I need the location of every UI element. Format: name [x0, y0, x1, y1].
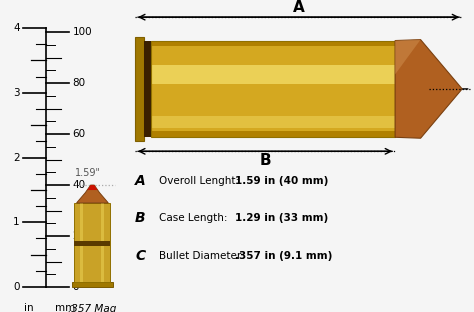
- Text: 0: 0: [73, 282, 79, 292]
- Text: .357 Mag: .357 Mag: [68, 304, 117, 312]
- Bar: [80, 203, 82, 282]
- Text: 100: 100: [73, 27, 92, 37]
- Bar: [151, 131, 395, 137]
- Bar: [74, 203, 110, 282]
- Bar: [101, 203, 104, 282]
- Text: 1.59 in (40 mm): 1.59 in (40 mm): [235, 176, 328, 186]
- Text: 80: 80: [73, 78, 86, 88]
- Polygon shape: [77, 185, 108, 203]
- Text: 2: 2: [13, 153, 20, 163]
- Text: .357 in (9.1 mm): .357 in (9.1 mm): [235, 251, 332, 261]
- Text: 60: 60: [73, 129, 86, 139]
- Bar: [151, 41, 395, 137]
- Polygon shape: [395, 40, 462, 138]
- Bar: [144, 41, 151, 137]
- Text: B: B: [259, 153, 271, 168]
- Text: B: B: [135, 212, 146, 225]
- Bar: [151, 41, 395, 137]
- Text: 0: 0: [13, 282, 20, 292]
- Text: C: C: [135, 249, 145, 263]
- Text: 20: 20: [73, 231, 86, 241]
- Bar: [151, 41, 395, 46]
- Bar: [135, 37, 144, 141]
- Text: Overoll Lenght:: Overoll Lenght:: [159, 176, 239, 186]
- Text: A: A: [135, 174, 146, 188]
- Text: 40: 40: [73, 180, 86, 190]
- Bar: [72, 282, 113, 287]
- Text: 3: 3: [13, 88, 20, 98]
- Polygon shape: [87, 185, 98, 190]
- Text: Case Length:: Case Length:: [159, 213, 228, 223]
- Text: A: A: [293, 0, 304, 15]
- Bar: [74, 241, 110, 246]
- Text: mm: mm: [55, 303, 75, 312]
- Text: 1.59": 1.59": [75, 168, 100, 178]
- Text: 4: 4: [13, 23, 20, 33]
- Polygon shape: [395, 40, 420, 74]
- Bar: [151, 116, 395, 128]
- Text: 1: 1: [13, 217, 20, 227]
- Bar: [151, 65, 395, 84]
- Text: 1.29 in (33 mm): 1.29 in (33 mm): [235, 213, 328, 223]
- Text: in: in: [24, 303, 33, 312]
- Text: Bullet Diameter:: Bullet Diameter:: [159, 251, 245, 261]
